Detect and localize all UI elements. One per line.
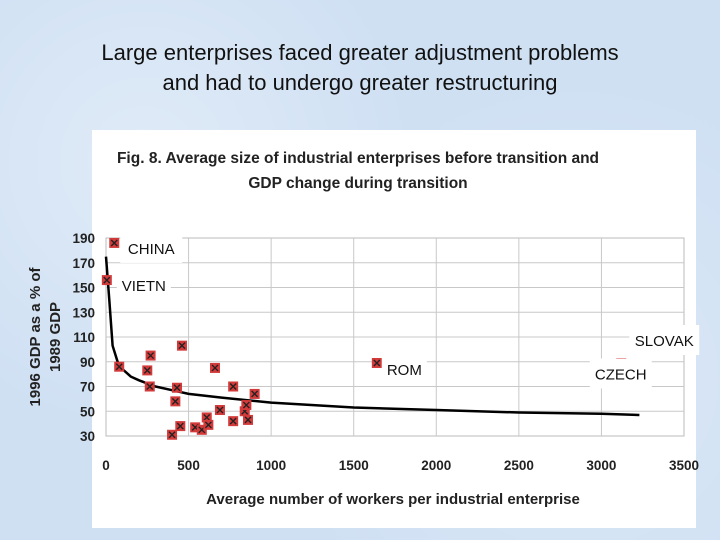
chart-title-line1: Fig. 8. Average size of industrial enter… [117,150,599,167]
x-tick-label: 1500 [339,458,369,473]
point-label-czech: CZECH [589,358,652,389]
y-tick-label: 30 [80,429,95,444]
svg-text:CZECH: CZECH [595,366,647,383]
data-point [176,340,187,351]
data-point [214,405,225,416]
point-label-china: CHINA [120,232,183,263]
x-tick-label: 3000 [586,458,616,473]
data-point [371,357,382,368]
slide-title: Large enterprises faced greater adjustme… [0,38,720,98]
data-point [243,414,254,425]
x-tick-label: 1000 [256,458,286,473]
y-tick-label: 130 [72,305,95,320]
data-point [145,350,156,361]
data-points [101,237,643,440]
x-tick-label: 500 [177,458,200,473]
data-point [172,382,183,393]
data-point [249,388,260,399]
data-point [241,400,252,411]
point-label-vietn: VIETN [116,270,171,301]
x-tick-label: 0 [102,458,110,473]
x-axis-title: Average number of workers per industrial… [206,491,580,508]
svg-text:VIETN: VIETN [122,278,166,295]
data-point [114,361,125,372]
slide-title-line2: and had to undergo greater restructuring [162,70,558,95]
point-label-slovak: SLOVAK [629,324,700,355]
tick-labels: 0 500 1000 1500 2000 2500 3000 3500 30 50 70 90 110 1… [72,231,699,473]
data-point [175,421,186,432]
x-tick-label: 2500 [504,458,534,473]
data-point [203,419,214,430]
svg-text:ROM: ROM [387,362,422,379]
data-point [228,416,239,427]
data-point [209,362,220,373]
chart-title-line2: GDP change during transition [248,175,467,192]
y-tick-label: 90 [80,355,95,370]
slide-title-line1: Large enterprises faced greater adjustme… [101,40,619,65]
svg-text:CHINA: CHINA [128,241,175,258]
y-axis-title-line1: 1996 GDP as a % of [27,267,44,407]
y-tick-label: 70 [80,380,95,395]
y-tick-label: 190 [72,231,95,246]
data-point [170,396,181,407]
point-label-rom: ROM [381,353,427,384]
data-point [142,365,153,376]
x-tick-label: 3500 [669,458,699,473]
x-tick-label: 2000 [421,458,451,473]
y-tick-label: 170 [72,256,95,271]
point-labels: CHINA VIETN ROM SLOVAK CZECH [116,232,700,389]
data-point [144,381,155,392]
y-tick-label: 50 [80,404,95,419]
data-point [101,275,112,286]
data-point [109,237,120,248]
y-axis-title-line2: 1989 GDP [47,302,64,372]
y-tick-label: 110 [73,330,95,345]
data-point [167,429,178,440]
y-tick-label: 150 [72,281,95,296]
svg-text:SLOVAK: SLOVAK [635,333,694,350]
data-point [201,412,212,423]
data-point [228,381,239,392]
